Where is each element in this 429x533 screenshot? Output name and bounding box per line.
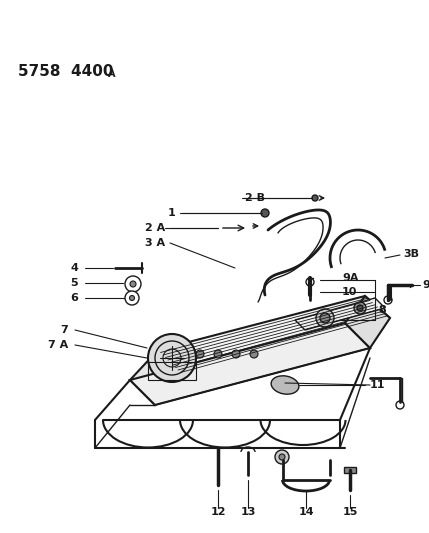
Polygon shape <box>344 467 356 473</box>
Circle shape <box>125 291 139 305</box>
Text: 1: 1 <box>167 208 175 218</box>
Text: 9: 9 <box>422 280 429 290</box>
Circle shape <box>312 195 318 201</box>
Text: 14: 14 <box>298 507 314 517</box>
Circle shape <box>320 313 330 323</box>
Text: 4: 4 <box>70 263 78 273</box>
Polygon shape <box>295 298 385 330</box>
Text: 5: 5 <box>70 278 78 288</box>
Circle shape <box>125 276 141 292</box>
Circle shape <box>316 309 334 327</box>
Circle shape <box>396 401 404 409</box>
Ellipse shape <box>271 376 299 394</box>
Circle shape <box>130 295 135 301</box>
Text: 11: 11 <box>370 380 386 390</box>
Text: 12: 12 <box>210 507 226 517</box>
Text: 3B: 3B <box>403 249 419 259</box>
Circle shape <box>261 209 269 217</box>
Text: 2 A: 2 A <box>145 223 165 233</box>
Text: 9A: 9A <box>342 273 359 283</box>
Polygon shape <box>158 296 390 375</box>
Text: 6: 6 <box>70 293 78 303</box>
Text: 5758  4400: 5758 4400 <box>18 64 114 79</box>
Text: 8: 8 <box>378 305 386 315</box>
Text: 7 A: 7 A <box>48 340 68 350</box>
Text: 10: 10 <box>342 287 357 297</box>
Circle shape <box>196 350 204 358</box>
Circle shape <box>279 454 285 460</box>
Text: 3 A: 3 A <box>145 238 165 248</box>
Circle shape <box>275 450 289 464</box>
Circle shape <box>130 281 136 287</box>
Polygon shape <box>130 323 370 405</box>
Circle shape <box>232 350 240 358</box>
Circle shape <box>354 302 366 314</box>
Circle shape <box>214 350 222 358</box>
Text: 15: 15 <box>342 507 358 517</box>
Circle shape <box>357 305 363 311</box>
Text: 7: 7 <box>60 325 68 335</box>
Circle shape <box>148 334 196 382</box>
Circle shape <box>306 278 314 286</box>
Text: 2 B: 2 B <box>245 193 265 203</box>
Circle shape <box>384 296 392 304</box>
Circle shape <box>250 350 258 358</box>
Text: 13: 13 <box>240 507 256 517</box>
Polygon shape <box>130 350 183 405</box>
Polygon shape <box>345 296 390 348</box>
Text: A: A <box>108 69 115 79</box>
